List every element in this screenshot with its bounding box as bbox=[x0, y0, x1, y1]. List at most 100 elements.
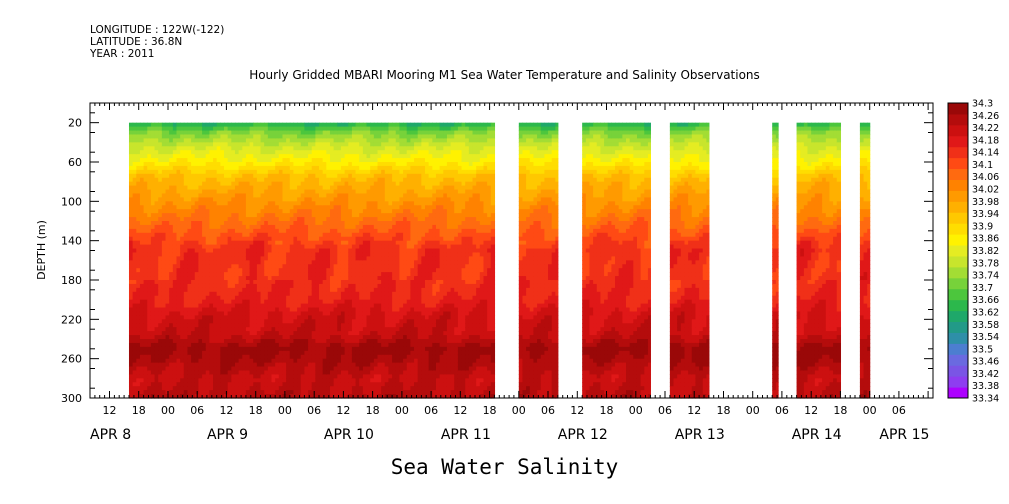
heatmap-cell bbox=[370, 291, 375, 297]
heatmap-cell bbox=[388, 162, 393, 167]
heatmap-cell bbox=[216, 201, 221, 206]
heatmap-cell bbox=[264, 346, 269, 352]
heatmap-cell bbox=[187, 169, 192, 175]
heatmap-cell bbox=[319, 138, 324, 143]
heatmap-cell bbox=[165, 130, 170, 136]
heatmap-cell bbox=[198, 162, 203, 167]
heatmap-cell bbox=[278, 126, 284, 132]
heatmap-cell bbox=[308, 386, 313, 391]
heatmap-cell bbox=[154, 221, 159, 226]
heatmap-cell bbox=[158, 342, 163, 348]
heatmap-cell bbox=[260, 213, 265, 218]
heatmap-cell bbox=[191, 185, 196, 191]
heatmap-cell bbox=[322, 382, 327, 387]
heatmap-cell bbox=[161, 264, 167, 269]
heatmap-cell bbox=[319, 130, 324, 136]
heatmap-cell bbox=[198, 370, 203, 375]
heatmap-cell bbox=[245, 146, 251, 151]
heatmap-cell bbox=[249, 283, 254, 289]
heatmap-cell bbox=[213, 169, 218, 175]
heatmap-cell bbox=[150, 240, 156, 246]
heatmap-cell bbox=[139, 323, 145, 328]
heatmap-cell bbox=[224, 386, 229, 391]
heatmap-cell bbox=[245, 185, 251, 191]
heatmap-cell bbox=[319, 181, 324, 187]
heatmap-cell bbox=[260, 221, 265, 226]
heatmap-cell bbox=[304, 346, 309, 352]
heatmap-cell bbox=[224, 236, 229, 242]
heatmap-cell bbox=[384, 177, 390, 183]
heatmap-cell bbox=[267, 358, 273, 364]
heatmap-cell bbox=[154, 236, 159, 242]
heatmap-cell bbox=[340, 307, 346, 313]
heatmap-cell bbox=[337, 126, 342, 132]
heatmap-cell bbox=[322, 150, 327, 155]
heatmap-cell bbox=[278, 335, 284, 340]
heatmap-cell bbox=[337, 366, 342, 372]
heatmap-cell bbox=[191, 287, 196, 293]
heatmap-cell bbox=[234, 122, 240, 128]
heatmap-cell bbox=[194, 346, 200, 352]
heatmap-cell bbox=[136, 354, 141, 360]
heatmap-cell bbox=[355, 221, 360, 226]
heatmap-cell bbox=[187, 209, 192, 214]
heatmap-cell bbox=[355, 162, 360, 167]
heatmap-cell bbox=[143, 323, 148, 328]
heatmap-cell bbox=[308, 221, 313, 226]
heatmap-cell bbox=[227, 315, 232, 320]
heatmap-cell bbox=[194, 217, 200, 222]
heatmap-cell bbox=[172, 122, 178, 128]
heatmap-cell bbox=[238, 228, 243, 234]
heatmap-cell bbox=[191, 291, 196, 297]
heatmap-cell bbox=[161, 240, 167, 246]
heatmap-cell bbox=[169, 122, 174, 128]
heatmap-cell bbox=[227, 244, 232, 250]
heatmap-cell bbox=[150, 390, 156, 395]
heatmap-cell bbox=[311, 173, 316, 179]
heatmap-cell bbox=[282, 327, 287, 332]
heatmap-cell bbox=[348, 382, 353, 387]
heatmap-cell bbox=[132, 221, 137, 226]
heatmap-cell bbox=[348, 272, 353, 277]
heatmap-cell bbox=[180, 181, 185, 187]
heatmap-cell bbox=[337, 346, 342, 352]
heatmap-cell bbox=[165, 378, 170, 383]
heatmap-cell bbox=[329, 221, 335, 226]
heatmap-cell bbox=[172, 181, 178, 187]
heatmap-cell bbox=[293, 252, 298, 257]
heatmap-cell bbox=[373, 283, 379, 289]
heatmap-cell bbox=[271, 378, 276, 383]
heatmap-cell bbox=[238, 264, 243, 269]
heatmap-cell bbox=[227, 374, 232, 379]
heatmap-cell bbox=[333, 354, 338, 360]
heatmap-cell bbox=[139, 252, 145, 257]
heatmap-cell bbox=[315, 248, 320, 254]
heatmap-cell bbox=[377, 283, 382, 289]
heatmap-cell bbox=[209, 142, 214, 147]
heatmap-cell bbox=[329, 272, 335, 277]
heatmap-cell bbox=[333, 244, 338, 250]
heatmap-cell bbox=[154, 319, 159, 324]
heatmap-cell bbox=[348, 287, 353, 293]
heatmap-cell bbox=[348, 197, 353, 202]
heatmap-cell bbox=[315, 142, 320, 147]
heatmap-cell bbox=[293, 315, 298, 320]
heatmap-cell bbox=[388, 142, 393, 147]
heatmap-cell bbox=[172, 248, 178, 254]
heatmap-cell bbox=[315, 173, 320, 179]
heatmap-cell bbox=[337, 158, 342, 163]
heatmap-cell bbox=[242, 244, 247, 250]
heatmap-cell bbox=[326, 189, 331, 195]
heatmap-cell bbox=[370, 276, 375, 281]
heatmap-cell bbox=[191, 382, 196, 387]
heatmap-cell bbox=[245, 217, 251, 222]
heatmap-cell bbox=[340, 264, 346, 269]
heatmap-cell bbox=[227, 217, 232, 222]
heatmap-cell bbox=[187, 142, 192, 147]
heatmap-cell bbox=[311, 244, 316, 250]
heatmap-cell bbox=[344, 201, 349, 206]
heatmap-cell bbox=[267, 138, 273, 143]
heatmap-cell bbox=[297, 276, 302, 281]
heatmap-cell bbox=[154, 339, 159, 344]
heatmap-cell bbox=[242, 390, 247, 395]
